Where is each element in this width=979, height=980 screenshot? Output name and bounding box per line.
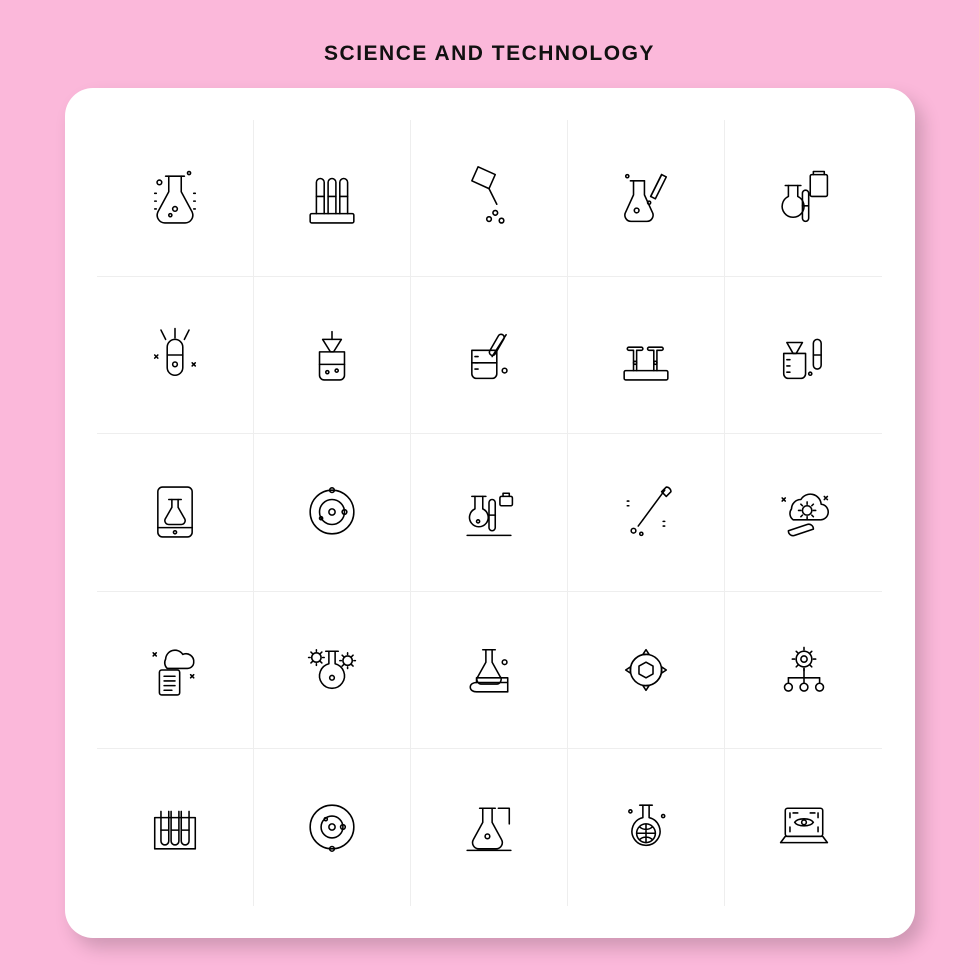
beaker-funnel-icon [254,277,411,434]
tube-crown-icon [97,277,254,434]
flask-tube-clipboard-icon [725,120,882,277]
test-tube-rack-alt-icon [97,749,254,906]
beaker-funnel-tube-icon [725,277,882,434]
orbit-atom-icon [254,434,411,591]
test-tube-rack-icon [254,120,411,277]
flask-gears-icon [254,592,411,749]
laptop-eye-icon [725,749,882,906]
pouring-flask-icon [411,120,568,277]
flask-globe-icon [568,749,725,906]
flask-dropper-icon [568,120,725,277]
flask-pair-rack-icon [568,277,725,434]
cloud-document-icon [97,592,254,749]
orbit-atom-alt-icon [254,749,411,906]
gear-network-icon [725,592,882,749]
cloud-gear-wrench-icon [725,434,882,591]
flask-on-book-icon [411,592,568,749]
flask-bubbles-icon [97,120,254,277]
page-title: SCIENCE AND TECHNOLOGY [324,42,655,66]
beaker-tube-icon [411,277,568,434]
molecule-cycle-icon [568,592,725,749]
flask-bracket-icon [411,749,568,906]
icon-grid [97,120,883,906]
tablet-flask-icon [97,434,254,591]
icon-card [65,88,915,938]
dropper-drops-icon [568,434,725,591]
flask-battery-icon [411,434,568,591]
